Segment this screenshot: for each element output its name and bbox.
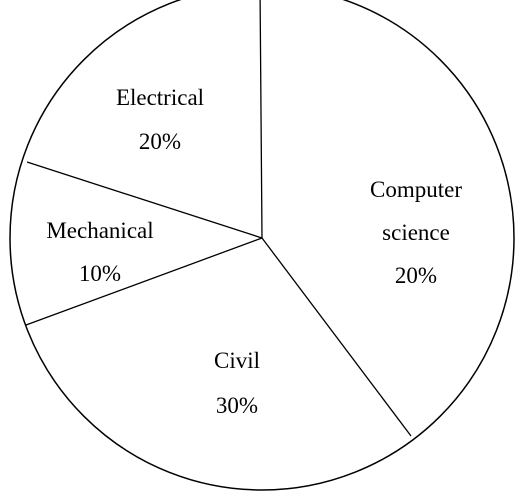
slice-label-computer-science-line-1: Computer [370,177,462,202]
slice-label-mechanical: Mechanical [46,218,153,243]
edge-bottom-right [261,237,412,437]
slice-percent-mechanical: 10% [79,261,121,286]
slice-percent-electrical: 20% [139,129,181,154]
slice-label-civil: Civil [214,348,260,373]
slice-percent-civil: 30% [216,393,258,418]
slice-label-electrical: Electrical [116,85,204,110]
edge-bottom-left [25,237,263,326]
slice-percent-computer-science: 20% [395,263,437,288]
slice-label-computer-science-line-2: science [382,220,450,245]
edge-top [259,0,263,239]
pie-outline [9,0,515,491]
edge-upper-left [26,161,263,239]
